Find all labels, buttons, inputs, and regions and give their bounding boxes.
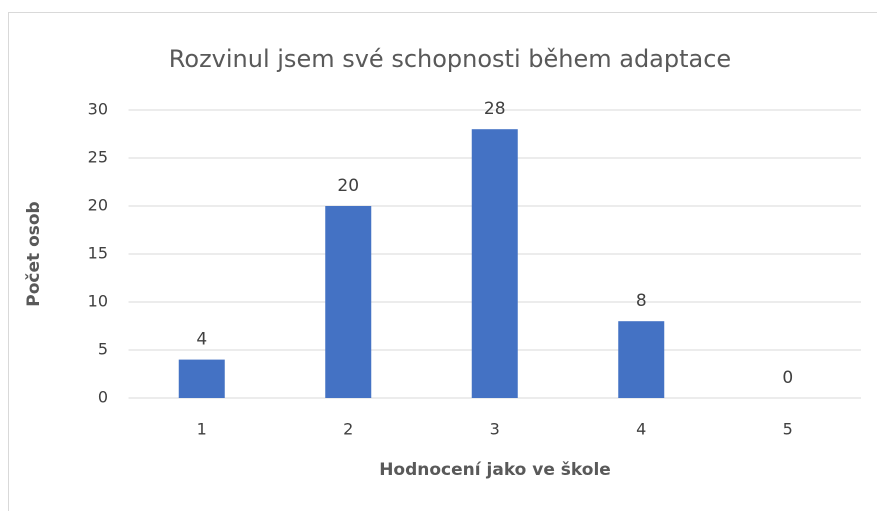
x-tick-label: 4 [636, 420, 646, 439]
y-tick-label: 10 [88, 292, 108, 311]
y-tick-label: 20 [88, 196, 108, 215]
y-tick-label: 25 [88, 148, 108, 167]
bar [325, 206, 372, 398]
x-tick-label: 5 [783, 420, 793, 439]
y-tick-label: 30 [88, 100, 108, 119]
y-axis-label: Počet osob [24, 201, 44, 306]
x-tick-label: 3 [490, 420, 500, 439]
chart-frame [8, 12, 877, 511]
data-label: 20 [337, 176, 359, 196]
bar [471, 129, 518, 398]
data-label: 8 [636, 291, 647, 311]
data-label: 0 [782, 368, 793, 388]
data-label: 28 [484, 99, 506, 119]
x-tick-label: 2 [343, 420, 353, 439]
y-tick-label: 5 [98, 340, 108, 359]
x-axis-label: Hodnocení jako ve škole [379, 460, 611, 480]
x-tick-label: 1 [197, 420, 207, 439]
data-label: 4 [196, 330, 207, 350]
bar [618, 321, 665, 398]
bar [178, 359, 225, 398]
y-tick-label: 0 [98, 388, 108, 407]
chart-title: Rozvinul jsem své schopnosti během adapt… [169, 45, 731, 73]
y-tick-label: 15 [88, 244, 108, 263]
